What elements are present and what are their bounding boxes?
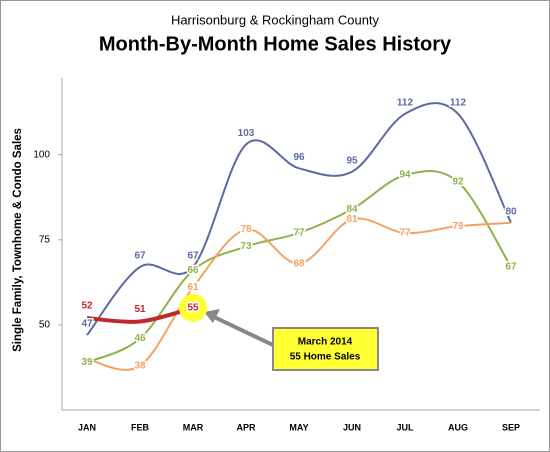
x-tick-label: FEB: [131, 422, 150, 432]
data-label: 96: [293, 152, 305, 163]
y-axis-label: Single Family, Townhome & Condo Sales: [12, 128, 24, 352]
data-label: 80: [505, 206, 517, 217]
data-label: 112: [450, 97, 467, 108]
x-tick-label: JUL: [396, 422, 414, 432]
data-label: 39: [81, 357, 93, 368]
annotation-text: 55 Home Sales: [290, 352, 361, 363]
data-label: 77: [293, 228, 305, 239]
annotation-text: March 2014: [298, 337, 353, 348]
series-line: [86, 102, 512, 336]
data-label: 78: [240, 224, 252, 235]
chart-title: Month-By-Month Home Sales History: [99, 33, 452, 55]
data-label: 112: [397, 97, 414, 108]
data-label: 92: [452, 177, 464, 188]
x-tick-label: SEP: [502, 422, 520, 432]
data-label: 77: [399, 228, 411, 239]
annotation-box: [272, 327, 379, 371]
chart-subtitle: Harrisonburg & Rockingham County: [171, 12, 380, 27]
data-label: 52: [81, 301, 93, 312]
data-label: 81: [346, 214, 358, 225]
data-label: 67: [505, 262, 517, 273]
data-label: 66: [187, 265, 199, 276]
data-label: 67: [187, 251, 199, 262]
x-tick-label: AUG: [448, 422, 468, 432]
data-label: 47: [81, 319, 93, 330]
data-label: 68: [293, 258, 305, 269]
y-tick-label: 75: [39, 234, 51, 245]
y-tick-label: 100: [33, 149, 50, 160]
x-tick-label: MAR: [183, 422, 204, 432]
annotation-arrow: [211, 314, 276, 348]
y-tick-label: 50: [39, 320, 51, 331]
x-tick-label: MAY: [289, 422, 308, 432]
highlight: [179, 293, 207, 322]
x-tick-label: JUN: [343, 422, 361, 432]
data-label: 94: [399, 170, 411, 181]
data-label: 61: [187, 282, 199, 293]
data-label: 55: [187, 303, 199, 314]
data-label: 103: [238, 128, 255, 139]
data-label: 67: [134, 251, 146, 262]
data-label: 46: [134, 333, 146, 344]
data-label: 79: [452, 221, 464, 232]
data-label: 38: [134, 360, 146, 371]
annotation-arrowhead: [204, 309, 220, 323]
data-label: 84: [346, 204, 358, 215]
x-tick-label: APR: [236, 422, 256, 432]
data-label: 95: [346, 155, 358, 166]
x-tick-label: JAN: [78, 422, 96, 432]
data-label: 51: [134, 304, 146, 315]
series-line: [86, 217, 512, 371]
data-label: 73: [240, 241, 252, 252]
